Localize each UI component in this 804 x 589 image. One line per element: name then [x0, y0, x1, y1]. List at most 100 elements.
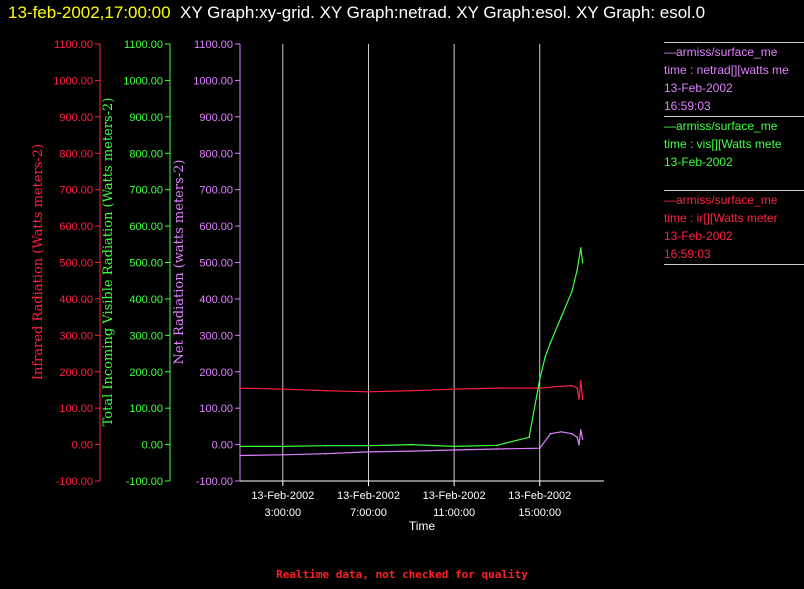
x-tick-time-1: 7:00:00: [350, 507, 387, 519]
series-1-point-14: [580, 247, 582, 249]
y-tick-label-0-12: 1100.00: [54, 39, 93, 51]
x-tick-time-0: 3:00:00: [264, 507, 301, 519]
legend-line: —armiss/surface_me: [664, 193, 778, 207]
series-2-point-0: [239, 454, 241, 457]
legend-line: —armiss/surface_me: [664, 45, 778, 59]
series-1-point-13: [576, 268, 579, 271]
series-0-point-8: [560, 385, 562, 388]
series-1-point-7: [528, 436, 530, 439]
series-2-point-5: [453, 449, 455, 451]
y-tick-label-1-6: 500.00: [129, 258, 163, 270]
y-tick-label-1-12: 1100.00: [124, 39, 163, 51]
y-tick-label-0-11: 1000.00: [53, 75, 93, 87]
series-2-point-1: [282, 453, 284, 456]
x-tick-date-0: 13-Feb-2002: [251, 490, 314, 502]
legend-line: time : ir[][Watts meter: [664, 211, 778, 225]
y-tick-label-2-0: -100.00: [196, 476, 233, 488]
series-0-point-5: [453, 388, 455, 391]
y-tick-label-1-4: 300.00: [129, 330, 163, 342]
series-0-point-2: [324, 389, 327, 392]
legend-line: time : netrad[][watts me: [664, 63, 789, 77]
y-tick-label-1-2: 100.00: [129, 403, 163, 415]
y-axis-label-0: Infrared Radiation (Watts meters-2): [31, 144, 46, 380]
y-axis-label-1: Total Incoming Visible Radiation (Watts …: [101, 98, 116, 427]
series-1-point-1: [282, 445, 284, 448]
series-1-point-11: [560, 316, 562, 318]
y-tick-label-1-7: 600.00: [129, 221, 163, 233]
series-line-0: [239, 380, 584, 400]
series-1-point-9: [544, 356, 546, 358]
series-line-1: [240, 247, 584, 448]
y-tick-label-1-11: 1000.00: [123, 75, 163, 87]
y-tick-label-1-3: 200.00: [129, 367, 163, 379]
y-tick-label-1-0: -100.00: [126, 476, 163, 488]
x-tick-date-3: 13-Feb-2002: [508, 490, 571, 502]
legend-entry-1: —armiss/surface_me time : vis[][Watts met…: [664, 116, 804, 171]
y-tick-label-1-9: 800.00: [129, 148, 163, 160]
y-tick-label-2-8: 700.00: [199, 185, 233, 197]
x-tick-date-1: 13-Feb-2002: [337, 490, 400, 502]
series-1-point-5: [453, 445, 455, 448]
series-0-point-7: [538, 387, 541, 389]
legend-line: 16:59:03: [664, 247, 711, 261]
y-tick-label-0-7: 600.00: [59, 221, 93, 233]
y-tick-label-2-10: 900.00: [199, 112, 233, 124]
y-tick-label-0-4: 300.00: [59, 330, 93, 342]
series-1-point-6: [496, 444, 498, 447]
series-2-point-14: [581, 438, 584, 440]
series-0-point-11: [578, 398, 580, 400]
legend-line: —armiss/surface_me: [664, 119, 778, 133]
y-tick-label-2-5: 400.00: [199, 294, 233, 306]
y-tick-label-0-8: 700.00: [59, 185, 93, 197]
timestamp-label: 13-feb-2002,17:00:00: [8, 3, 171, 22]
y-tick-label-2-12: 1100.00: [194, 39, 233, 51]
series-2-point-8: [549, 432, 552, 435]
series-2-point-6: [496, 448, 498, 450]
y-tick-label-2-6: 500.00: [199, 258, 233, 270]
y-tick-label-2-11: 1000.00: [193, 75, 233, 87]
series-2-point-12: [578, 443, 580, 446]
series-2-point-2: [324, 452, 327, 455]
legend-line: 13-Feb-2002: [664, 155, 733, 169]
y-tick-label-0-10: 900.00: [59, 112, 93, 124]
y-tick-label-1-5: 400.00: [129, 294, 163, 306]
series-2-point-7: [538, 447, 541, 450]
series-2-point-13: [580, 429, 582, 431]
series-2-point-9: [560, 431, 562, 433]
legend-separator: [664, 264, 804, 265]
y-tick-label-2-3: 200.00: [199, 367, 233, 379]
series-0-point-13: [581, 398, 584, 400]
y-tick-label-0-3: 200.00: [59, 367, 93, 379]
y-tick-label-1-1: 0.00: [142, 440, 163, 452]
series-2-point-3: [367, 451, 370, 453]
y-tick-label-2-9: 800.00: [199, 148, 233, 160]
legend-line: 13-Feb-2002: [664, 229, 733, 243]
series-1-point-10: [549, 341, 552, 344]
y-axis-label-2: Net Radiation (watts meters-2): [172, 160, 187, 365]
series-1-point-15: [581, 261, 584, 264]
series-0-point-0: [239, 387, 241, 389]
x-axis-label: Time: [409, 519, 436, 533]
y-tick-label-1-10: 900.00: [129, 112, 163, 124]
series-0-point-1: [282, 388, 284, 391]
y-tick-label-1-8: 700.00: [129, 185, 163, 197]
y-tick-label-2-2: 100.00: [199, 403, 233, 415]
y-tick-label-0-9: 800.00: [59, 148, 93, 160]
legend-line: 13-Feb-2002: [664, 81, 733, 95]
series-0-point-6: [496, 387, 498, 389]
series-1-point-2: [324, 444, 327, 447]
y-tick-label-0-0: -100.00: [56, 476, 93, 488]
y-tick-label-2-7: 600.00: [199, 221, 233, 233]
legend-separator: [664, 116, 804, 117]
y-tick-label-0-2: 100.00: [59, 403, 93, 415]
legend-separator: [664, 42, 804, 43]
y-tick-label-0-5: 400.00: [59, 294, 93, 306]
y-tick-label-0-1: 0.00: [72, 440, 93, 452]
legend-line: 16:59:03: [664, 99, 711, 113]
series-0-point-4: [410, 389, 413, 392]
x-tick-time-3: 15:00:00: [518, 507, 561, 519]
y-tick-label-2-1: 0.00: [212, 440, 233, 452]
series-1-point-0: [239, 445, 241, 448]
